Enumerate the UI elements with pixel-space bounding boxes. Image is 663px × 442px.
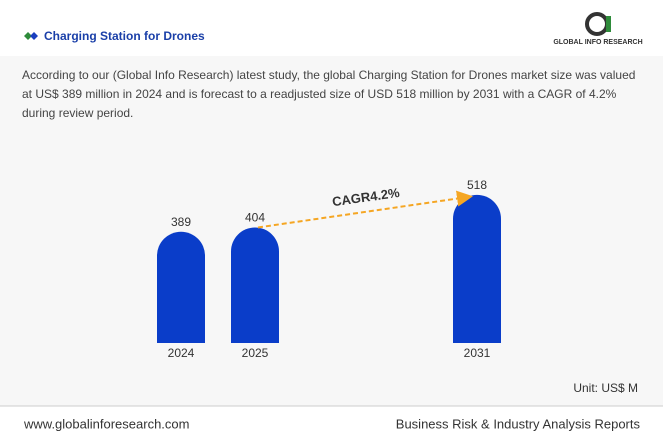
description: According to our (Global Info Research) …	[22, 68, 636, 120]
x-tick-label: 2025	[242, 346, 269, 360]
bar	[157, 231, 205, 343]
unit-label: Unit: US$ M	[573, 381, 638, 395]
x-tick-label: 2024	[168, 346, 195, 360]
footer-website: www.globalinforesearch.com	[23, 416, 189, 431]
logo-icon	[606, 16, 611, 32]
cagr-arrow	[257, 190, 473, 229]
logo-text: GLOBAL INFO RESEARCH	[553, 39, 642, 46]
bar	[231, 227, 279, 343]
footer-tagline: Business Risk & Industry Analysis Report…	[396, 416, 641, 431]
value-label: 518	[467, 178, 487, 192]
page-title: Charging Station for Drones	[44, 29, 205, 43]
value-label: 389	[171, 215, 191, 229]
bar	[453, 194, 501, 343]
icon	[24, 32, 32, 40]
value-label: 404	[245, 211, 265, 225]
logo-icon	[585, 12, 609, 36]
icon	[30, 32, 38, 40]
panel	[0, 56, 663, 406]
x-tick-label: 2031	[464, 346, 491, 360]
